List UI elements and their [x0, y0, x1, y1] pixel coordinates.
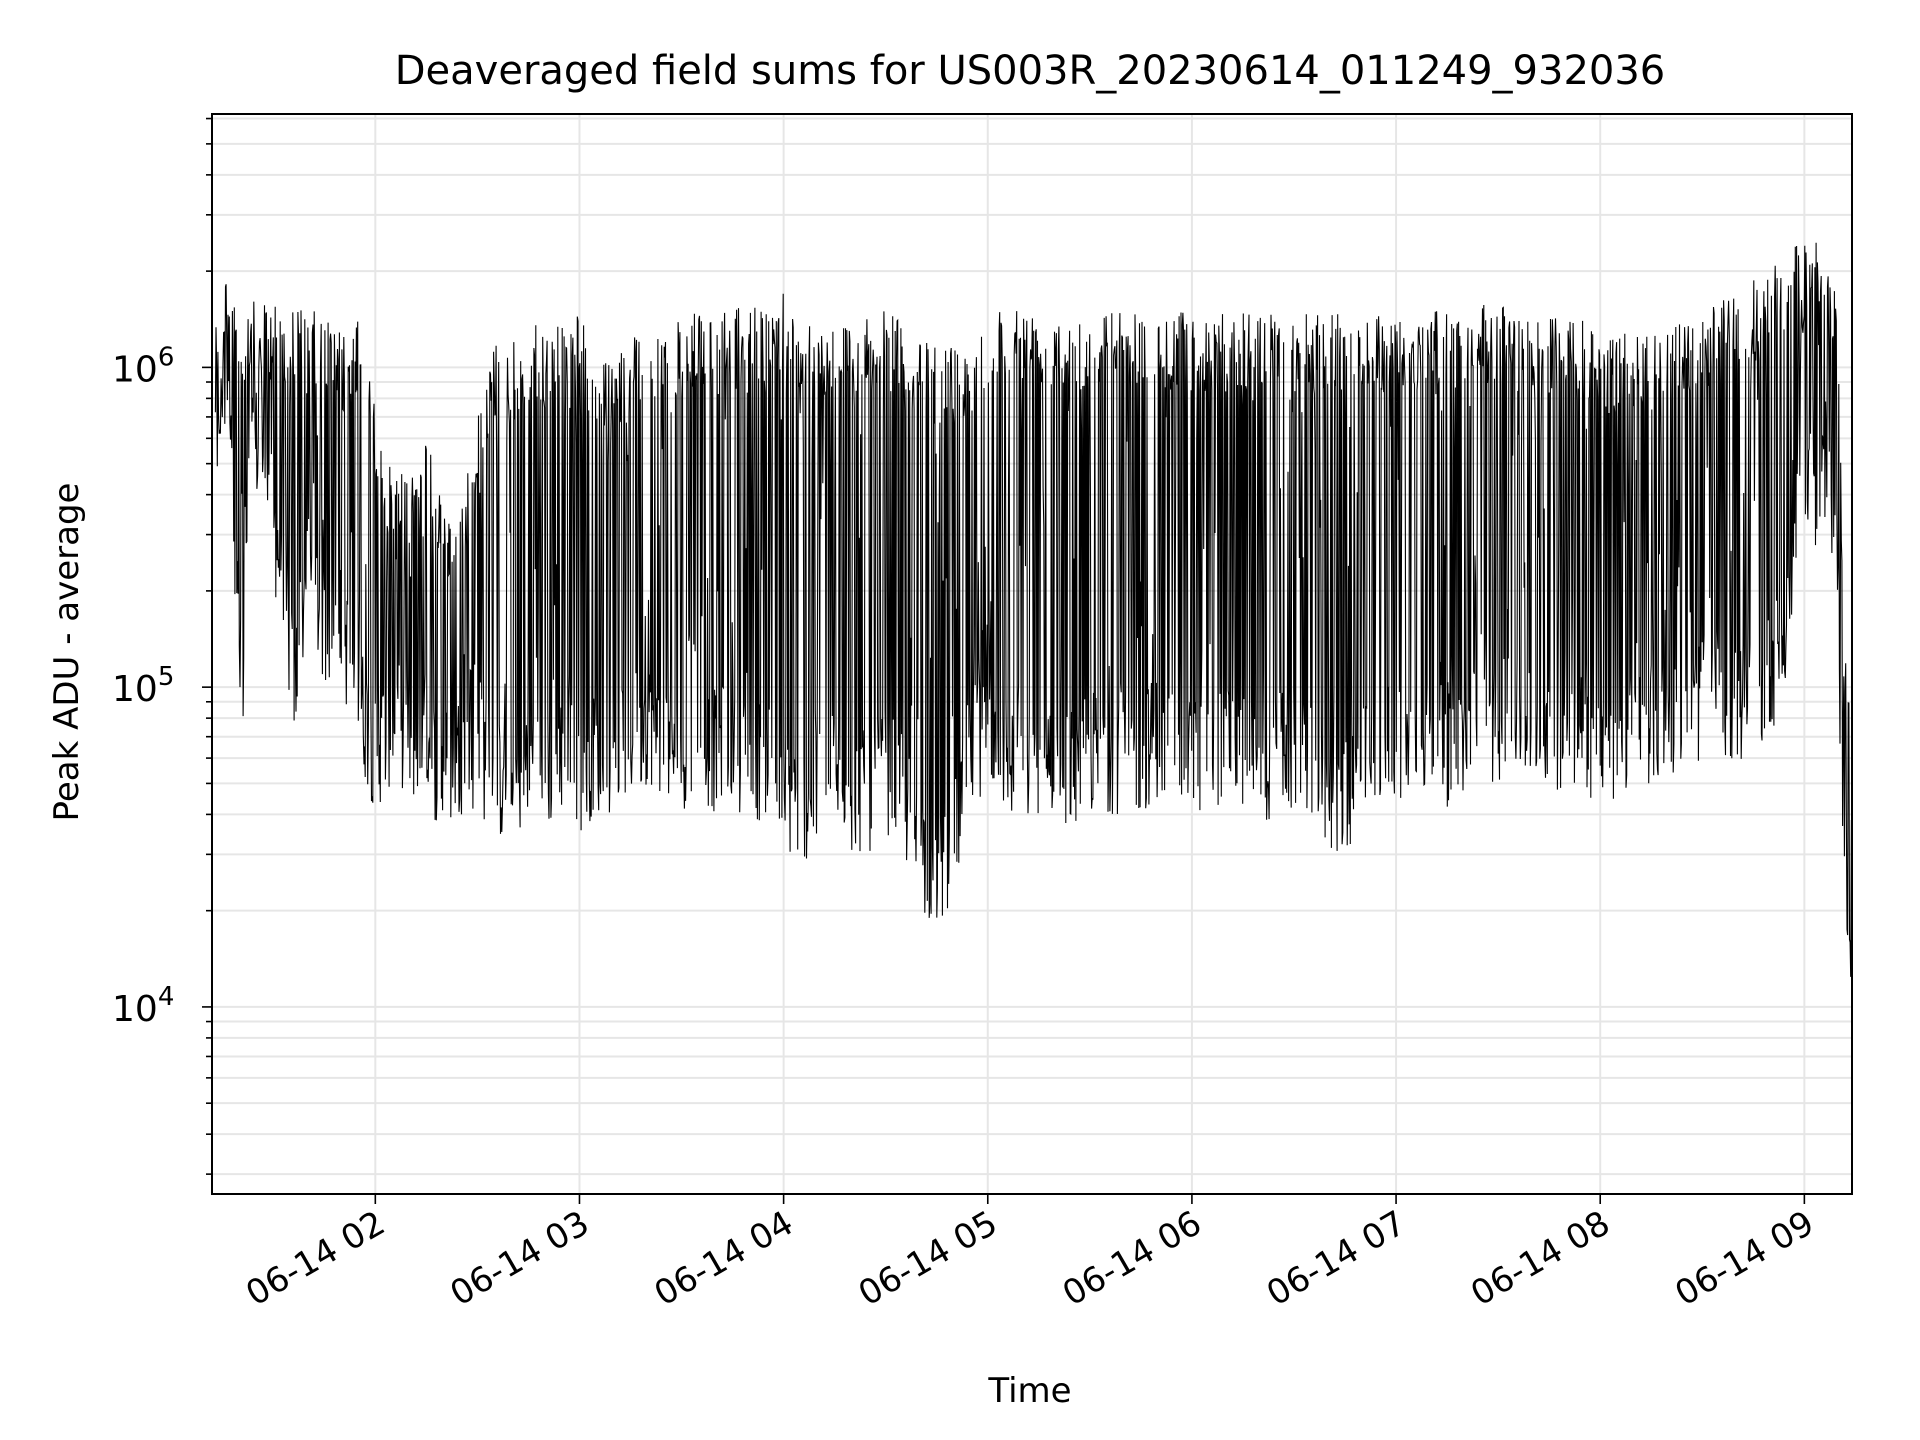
x-tick-label: 06-14 07 [1260, 1203, 1412, 1314]
plot-frame [211, 113, 1853, 1195]
y-tick-label: 104 [112, 982, 174, 1030]
series-line [214, 242, 1853, 1065]
x-tick-label: 06-14 05 [852, 1203, 1004, 1314]
y-tick-label: 106 [112, 342, 174, 390]
y-axis-label: Peak ADU - average [47, 483, 87, 822]
x-tick-label: 06-14 04 [648, 1203, 800, 1314]
x-tick-label: 06-14 02 [239, 1203, 391, 1314]
x-axis-label: Time [987, 1371, 1071, 1411]
x-tick-label: 06-14 03 [444, 1203, 596, 1314]
x-tick-label: 06-14 06 [1056, 1203, 1208, 1314]
y-tick-label: 105 [112, 662, 174, 710]
x-tick-label: 06-14 08 [1464, 1203, 1616, 1314]
data-series [214, 242, 1853, 1065]
x-tick-label: 06-14 09 [1668, 1203, 1820, 1314]
chart-title: Deaveraged field sums for US003R_2023061… [395, 48, 1666, 94]
